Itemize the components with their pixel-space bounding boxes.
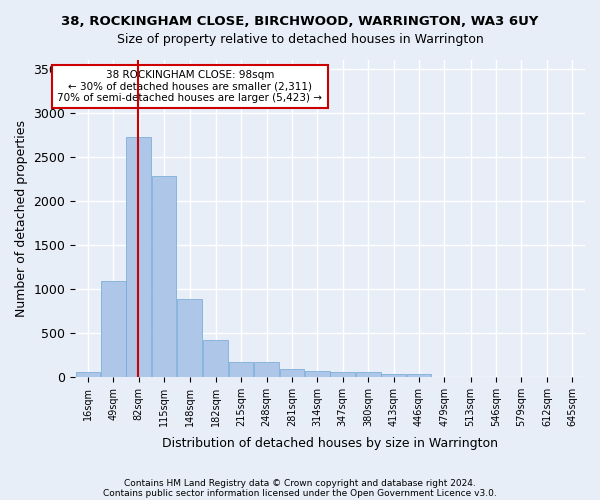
Bar — [152, 176, 176, 377]
Bar — [101, 281, 125, 377]
Bar — [203, 340, 228, 377]
Bar — [177, 300, 202, 377]
Bar — [331, 372, 355, 377]
Bar — [407, 374, 431, 377]
Text: 38 ROCKINGHAM CLOSE: 98sqm
← 30% of detached houses are smaller (2,311)
70% of s: 38 ROCKINGHAM CLOSE: 98sqm ← 30% of deta… — [58, 70, 322, 103]
Text: 38, ROCKINGHAM CLOSE, BIRCHWOOD, WARRINGTON, WA3 6UY: 38, ROCKINGHAM CLOSE, BIRCHWOOD, WARRING… — [61, 15, 539, 28]
Text: Contains HM Land Registry data © Crown copyright and database right 2024.: Contains HM Land Registry data © Crown c… — [124, 478, 476, 488]
X-axis label: Distribution of detached houses by size in Warrington: Distribution of detached houses by size … — [162, 437, 498, 450]
Bar — [305, 370, 329, 377]
Bar — [127, 138, 151, 377]
Bar — [280, 369, 304, 377]
Y-axis label: Number of detached properties: Number of detached properties — [15, 120, 28, 317]
Bar — [381, 374, 406, 377]
Bar — [356, 372, 380, 377]
Bar — [254, 362, 279, 377]
Bar — [229, 362, 253, 377]
Bar — [76, 372, 100, 377]
Text: Contains public sector information licensed under the Open Government Licence v3: Contains public sector information licen… — [103, 488, 497, 498]
Text: Size of property relative to detached houses in Warrington: Size of property relative to detached ho… — [116, 32, 484, 46]
